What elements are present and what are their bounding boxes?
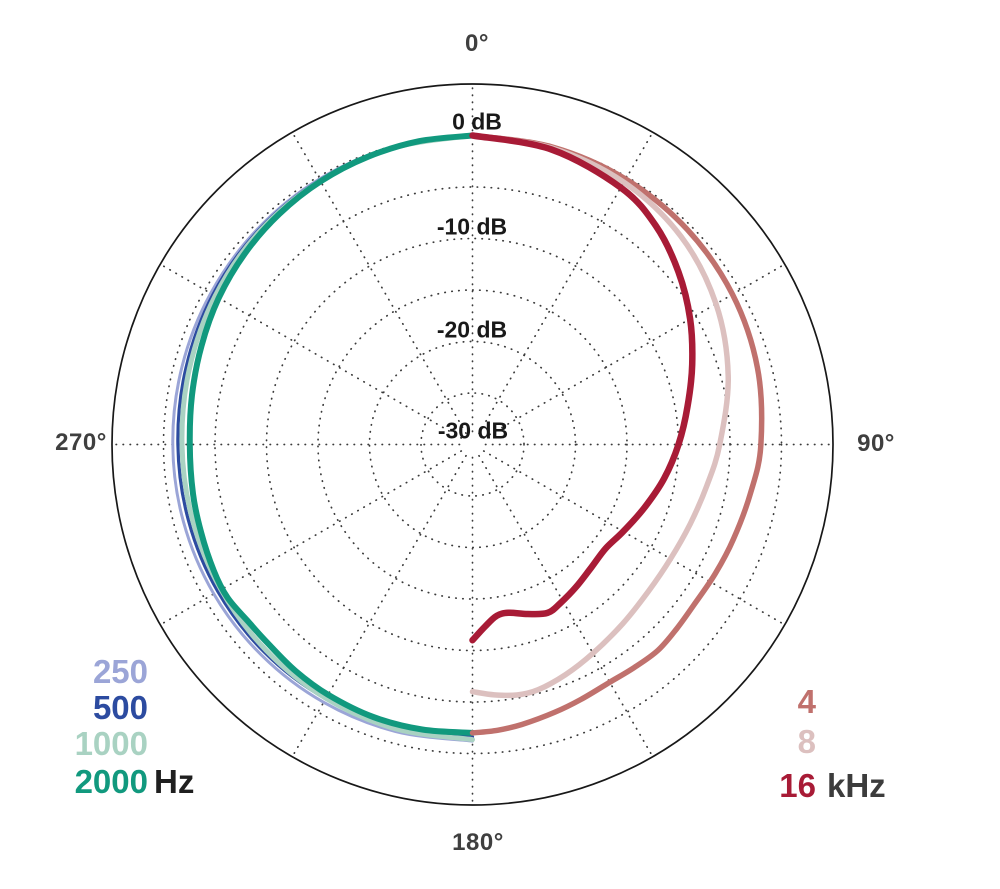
series-curve-500-hz	[176, 133, 475, 739]
grid-ring--15dB	[317, 289, 628, 600]
legend-item-2000hz: 2000	[74, 763, 148, 800]
series-curve-2000-hz	[186, 132, 476, 736]
outer-boundary-circle	[111, 83, 834, 806]
angle-label-0deg: 0°	[465, 30, 489, 57]
legend-unit-khz: kHz	[827, 767, 886, 804]
angle-label-180deg: 180°	[452, 829, 504, 856]
radial-label-10db: -10 dB	[436, 213, 508, 240]
grid-spoke-150deg	[478, 454, 653, 756]
grid-spoke-300deg	[161, 264, 463, 439]
series-curve-1000-hz	[179, 133, 475, 743]
series-curve-4-khz	[469, 132, 765, 736]
grid-ring--10dB	[265, 237, 680, 652]
series-curve-250-hz	[171, 134, 474, 743]
grid-spoke-120deg	[482, 450, 784, 625]
legend-item-4khz: 4	[797, 683, 816, 720]
grid-spoke-240deg	[161, 450, 463, 625]
legend-item-1000hz: 1000	[74, 725, 148, 762]
series-curve-16-khz	[469, 132, 696, 644]
legend-unit-hz: Hz	[154, 763, 195, 800]
radial-label-20db: -20 dB	[436, 316, 508, 343]
legend-item-500hz: 500	[92, 689, 148, 726]
radial-label-0db: 0 dB	[452, 108, 502, 135]
series-curve-8-khz	[469, 132, 731, 699]
legend-item-250hz: 250	[92, 653, 148, 690]
radial-label-30db: -30 dB	[437, 417, 509, 444]
legend-item-16khz: 16	[779, 767, 816, 804]
angle-label-270deg: 270°	[55, 429, 107, 456]
angle-label-90deg: 90°	[857, 430, 895, 457]
grid-spoke-210deg	[292, 454, 467, 756]
grid-ring--20dB	[368, 340, 577, 549]
grid-ring--25dB	[420, 392, 525, 497]
legend-item-8khz: 8	[797, 723, 816, 760]
grid-spoke-60deg	[482, 264, 784, 439]
